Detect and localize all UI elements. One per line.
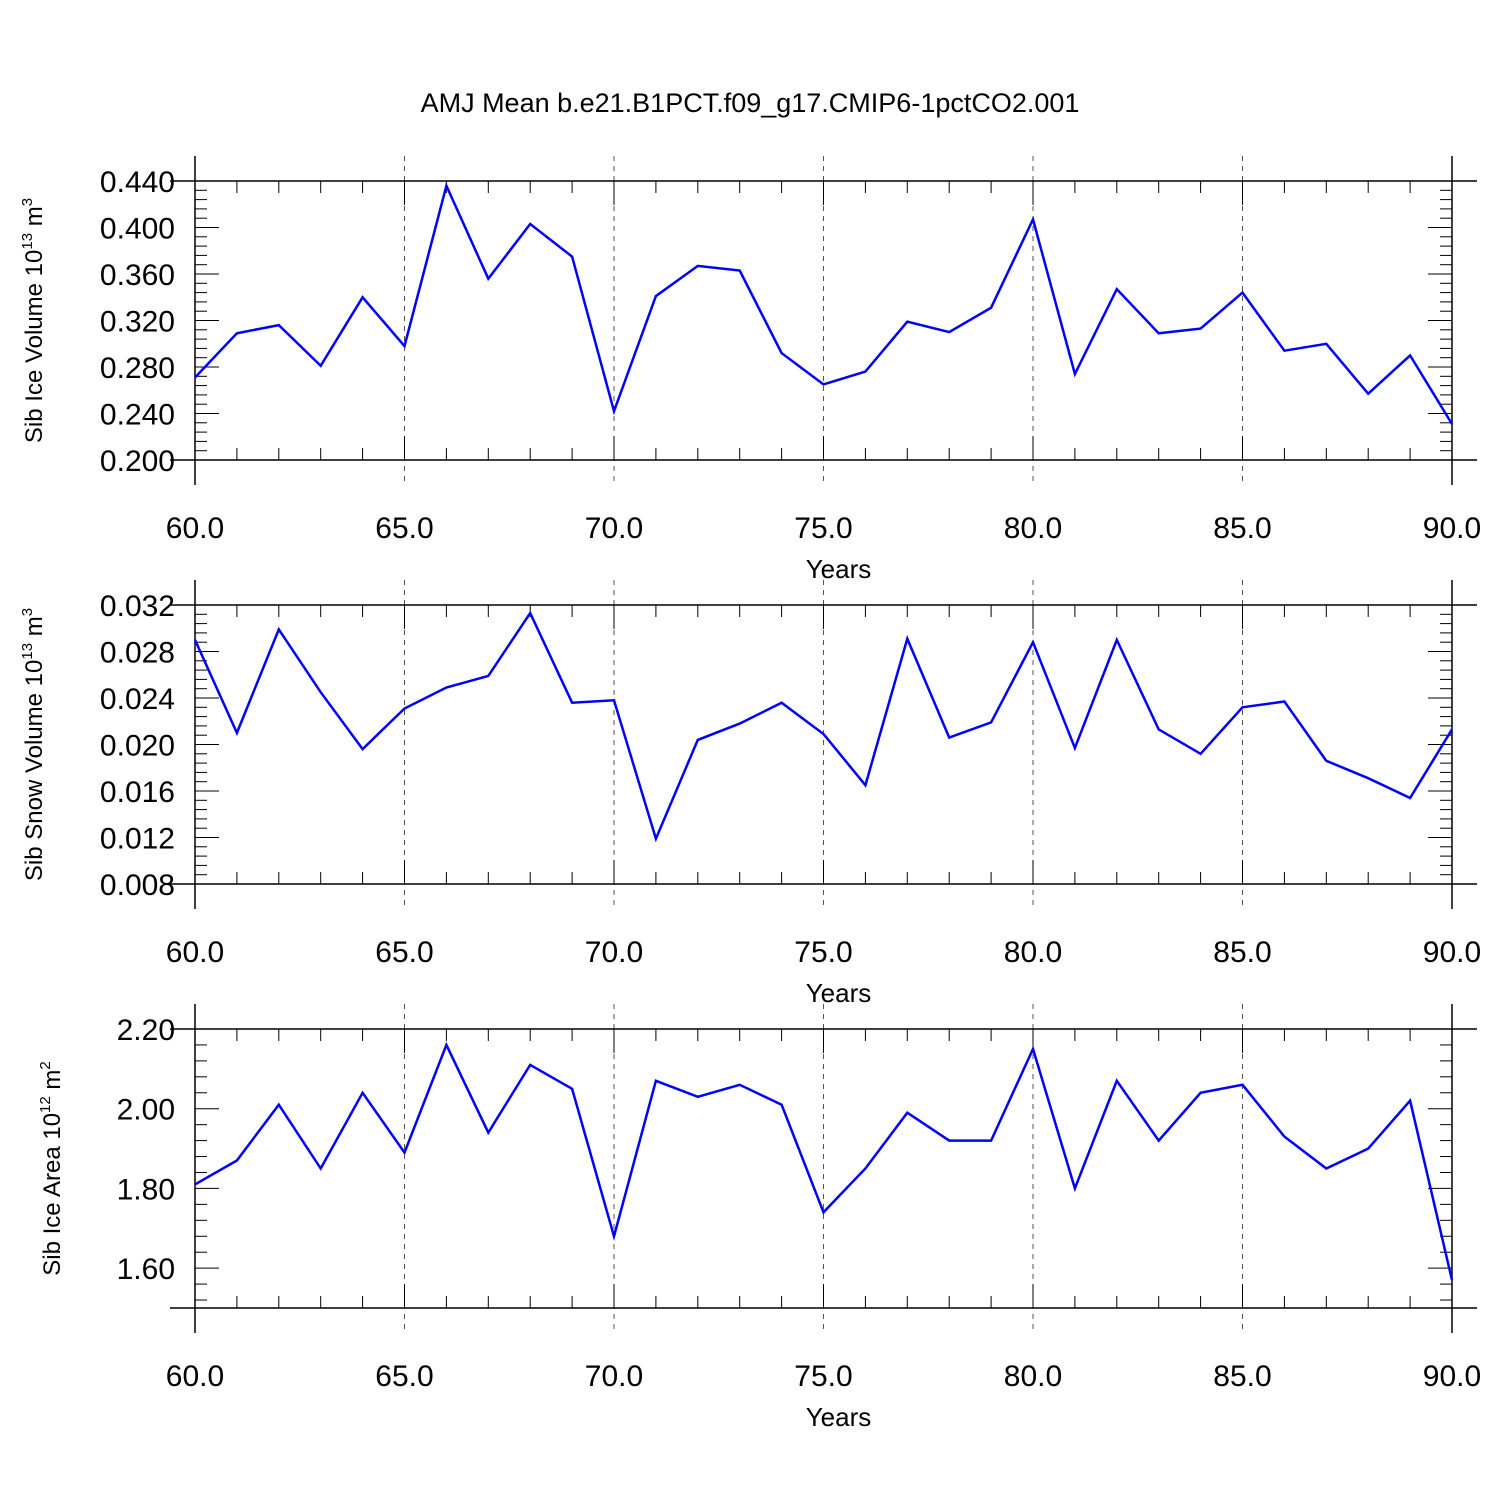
y-axis-label-superscript: 3 [19,608,36,616]
y-axis-label-superscript: 12 [37,1096,54,1113]
series-line [194,181,1454,425]
x-tick-label: 75.0 [794,1360,852,1393]
y-tick-label: 1.80 [117,1173,175,1206]
x-tick-label: 70.0 [585,512,643,545]
x-tick-label: 65.0 [375,512,433,545]
y-tick-label: 0.032 [100,590,175,623]
panel-2: 0.008 0.012 0.016 0.020 0.024 0.028 0.032 60.0 6… [19,580,1481,1008]
x-tick-label: 75.0 [794,936,852,969]
y-axis-label: Sib Snow Volume 1013 m3 [19,608,48,881]
x-tick-label: 70.0 [585,936,643,969]
y-axis-label-superscript: 13 [19,233,36,250]
x-tick-label: 60.0 [166,1360,224,1393]
x-tick-label: 65.0 [375,936,433,969]
y-axis-label-text: m [39,1070,66,1097]
x-tick-label: 85.0 [1213,936,1271,969]
y-tick-label: 0.240 [100,399,175,432]
y-axis-label-superscript: 2 [37,1061,54,1069]
x-tick-label: 60.0 [166,512,224,545]
x-tick-label: 85.0 [1213,512,1271,545]
x-tick-label: 85.0 [1213,1360,1271,1393]
x-tick-label: 65.0 [375,1360,433,1393]
x-tick-label: 80.0 [1004,1360,1062,1393]
x-axis-label: Years [806,1402,872,1432]
x-tick-label: 80.0 [1004,936,1062,969]
x-tick-label: 75.0 [794,512,852,545]
y-tick-label: 0.360 [100,259,175,292]
y-axis-label: Sib Ice Volume 1013 m3 [19,198,48,443]
y-axis-label-text: m [21,206,48,233]
y-tick-label: 0.400 [100,213,175,246]
y-tick-label: 2.00 [117,1094,175,1127]
y-tick-label: 0.200 [100,445,175,478]
y-tick-label: 0.008 [100,869,175,902]
x-tick-label: 90.0 [1423,512,1481,545]
y-tick-label: 2.20 [117,1014,175,1047]
y-tick-label: 0.012 [100,823,175,856]
panel-1: 0.200 0.240 0.280 0.320 0.360 0.400 0.440 60.0 6… [19,156,1481,584]
y-axis-label-text: Sib Snow Volume 10 [21,660,48,881]
x-axis-label: Years [806,554,872,584]
series-line [193,610,1454,843]
x-tick-label: 90.0 [1423,936,1481,969]
y-tick-label: 1.60 [117,1253,175,1286]
y-axis-label-text: Sib Ice Volume 10 [21,250,48,443]
y-tick-label: 0.440 [100,166,175,199]
x-axis-label: Years [806,978,872,1008]
x-tick-label: 80.0 [1004,512,1062,545]
y-axis-label-superscript: 13 [19,643,36,660]
y-tick-label: 0.020 [100,730,175,763]
y-tick-label: 0.028 [100,637,175,670]
y-axis-label-text: m [21,616,48,643]
x-tick-label: 90.0 [1423,1360,1481,1393]
y-tick-label: 0.016 [100,776,175,809]
series-line [194,1041,1454,1281]
x-tick-label: 60.0 [166,936,224,969]
x-tick-label: 70.0 [585,1360,643,1393]
y-axis-label: Sib Ice Area 1012 m2 [37,1061,66,1275]
y-tick-label: 0.024 [100,683,175,716]
y-tick-label: 0.280 [100,352,175,385]
chart-title: AMJ Mean b.e21.B1PCT.f09_g17.CMIP6-1pctC… [420,88,1080,118]
y-axis-label-superscript: 3 [19,198,36,206]
y-tick-label: 0.320 [100,306,175,339]
y-axis-label-text: Sib Ice Area 10 [39,1113,66,1276]
panel-3: 1.60 1.80 2.00 2.20 60.0 65.0 70.0 75.0 80.0 85.0… [37,1004,1481,1432]
